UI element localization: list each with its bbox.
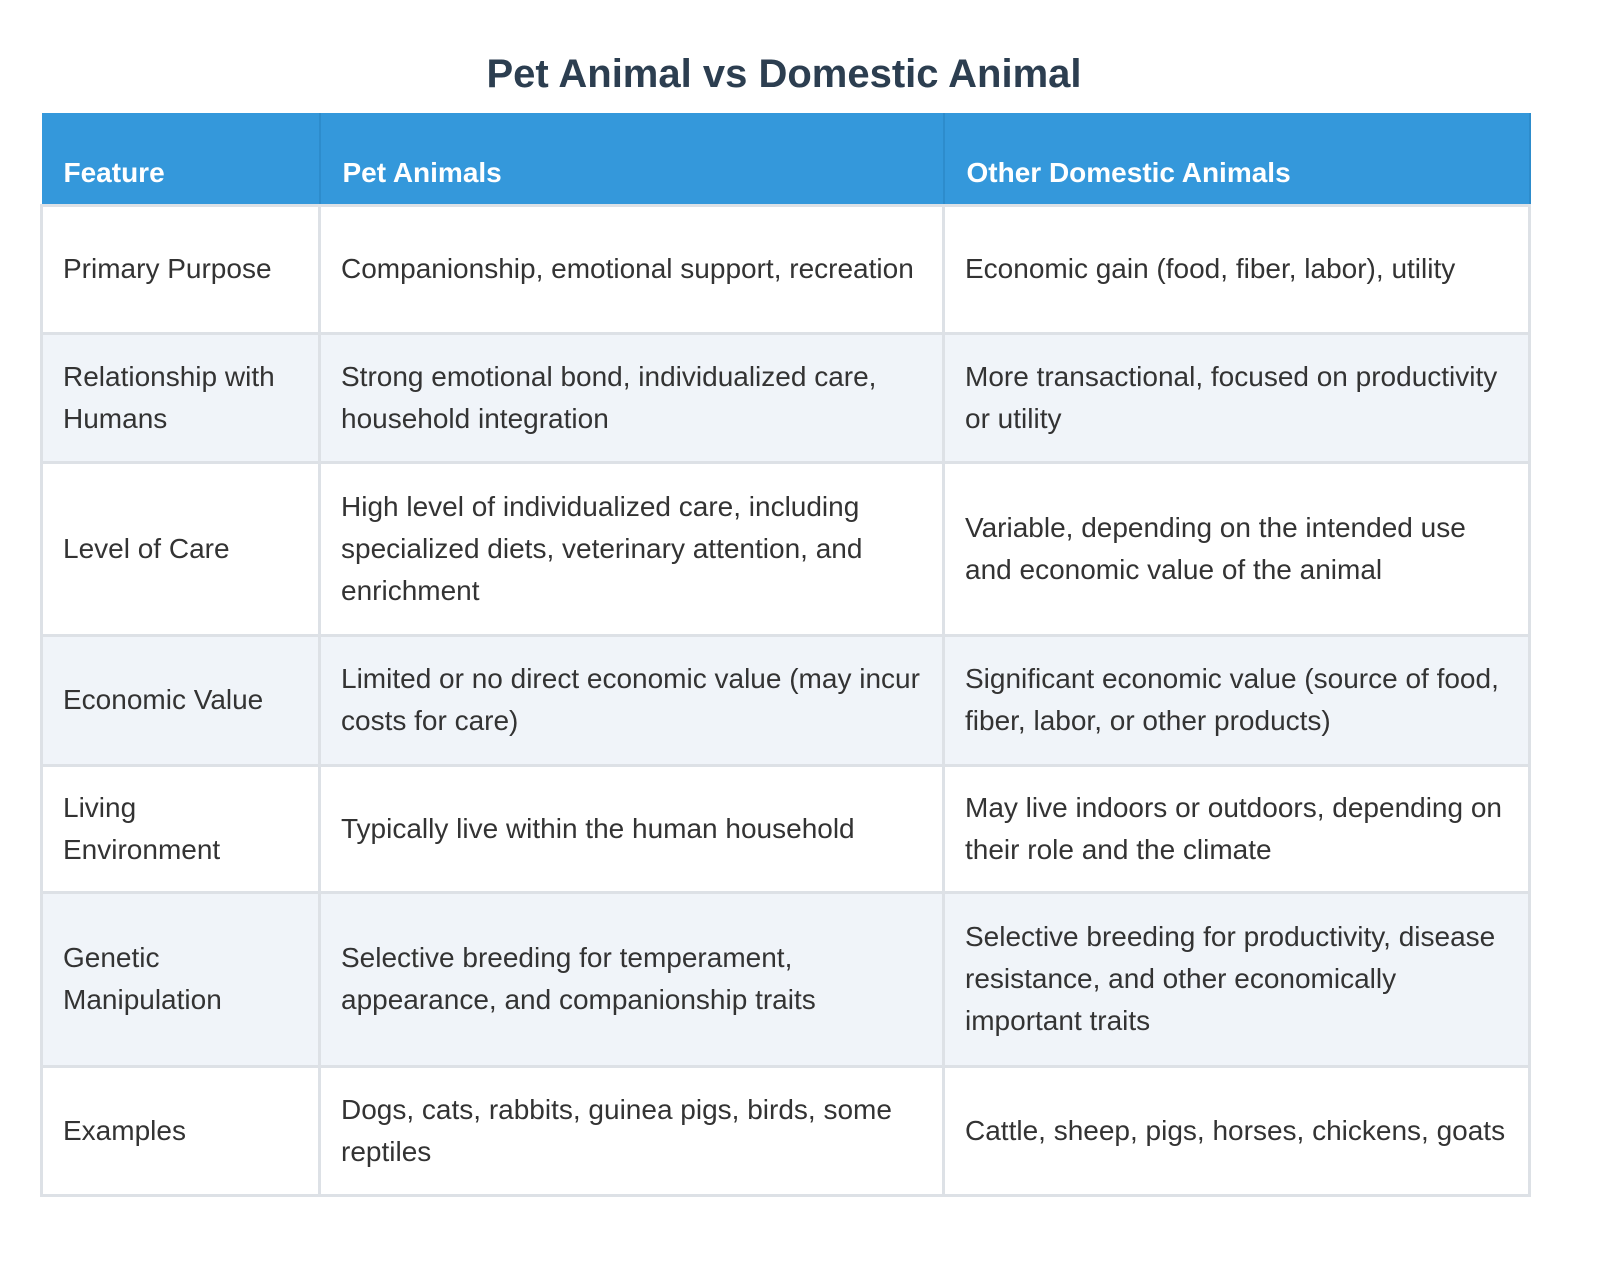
page-title: Pet Animal vs Domestic Animal [486,52,1082,96]
table-cell: Economic gain (food, fiber, labor), util… [942,203,1531,335]
table-row: Genetic Manipulation Selective breeding f… [40,890,1531,1068]
header-row: Feature Pet Animals Other Domestic Animals [41,113,1531,205]
feature-cell: Living Environment [40,763,321,894]
feature-cell: Level of Care [40,460,321,637]
table-head: Feature Pet Animals Other Domestic Animals [41,113,1531,205]
table-body: Primary Purpose Companionship, emotional … [40,203,1531,1197]
table-cell: More transactional, focused on productiv… [942,331,1531,464]
table-row: Examples Dogs, cats, rabbits, guinea pigs… [40,1064,1531,1197]
feature-cell: Relationship with Humans [40,331,321,464]
header-cell: Pet Animals [319,113,945,205]
feature-cell: Primary Purpose [40,203,321,335]
table-cell: Significant economic value (source of fo… [942,633,1531,767]
header-cell: Feature [41,113,321,205]
table-row: Relationship with Humans Strong emotional… [40,331,1531,464]
table-cell: Limited or no direct economic value (may… [318,633,945,767]
table-cell: Cattle, sheep, pigs, horses, chickens, g… [942,1064,1531,1197]
comparison-table: Feature Pet Animals Other Domestic Animals… [40,113,1531,1197]
table-cell: Strong emotional bond, individualized ca… [318,331,945,464]
table-cell: Variable, depending on the intended use … [942,460,1531,637]
header-cell: Other Domestic Animals [943,113,1531,205]
table-cell: Selective breeding for productivity, dis… [942,890,1531,1068]
table-cell: High level of individualized care, inclu… [318,460,945,637]
table-row: Primary Purpose Companionship, emotional … [40,203,1531,335]
table-row: Economic Value Limited or no direct econo… [40,633,1531,767]
feature-cell: Economic Value [40,633,321,767]
table-cell: Dogs, cats, rabbits, guinea pigs, birds,… [318,1064,945,1197]
table-cell: Companionship, emotional support, recrea… [318,203,945,335]
table-cell: May live indoors or outdoors, depending … [942,763,1531,894]
feature-cell: Genetic Manipulation [40,890,321,1068]
feature-cell: Examples [40,1064,321,1197]
table-cell: Selective breeding for temperament, appe… [318,890,945,1068]
table-row: Living Environment Typically live within … [40,763,1531,894]
table-cell: Typically live within the human househol… [318,763,945,894]
table-row: Level of Care High level of individualize… [40,460,1531,637]
